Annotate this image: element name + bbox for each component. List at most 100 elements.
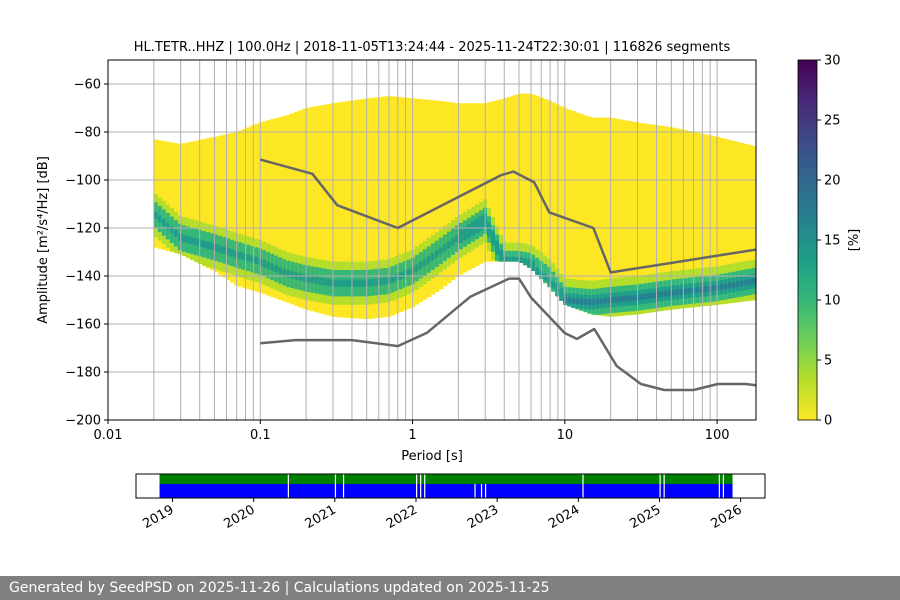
pdf-envelope-cell xyxy=(270,119,275,298)
pdf-envelope-cell xyxy=(210,137,215,271)
pdf-heatmap xyxy=(153,93,756,320)
pdf-mode-band-cell xyxy=(422,258,428,267)
pdf-envelope-cell xyxy=(218,135,223,275)
pdf-mode-band-cell xyxy=(523,258,528,266)
pdf-mode-band-cell xyxy=(503,256,508,262)
pdf-mode-peak-cell xyxy=(591,299,596,306)
pdf-mode-band-cell xyxy=(246,254,251,262)
pdf-envelope-cell xyxy=(274,118,279,299)
y-tick-label: −80 xyxy=(74,126,101,141)
pdf-mode-band-cell xyxy=(302,274,307,282)
pdf-mode-peak-cell xyxy=(583,298,588,305)
pdf-envelope-cell xyxy=(226,133,231,281)
pdf-mode-band-cell xyxy=(286,270,291,278)
pdf-mode-band-cell xyxy=(306,275,311,283)
pdf-envelope-cell xyxy=(278,117,283,300)
colorbar-tick-label: 10 xyxy=(824,294,841,309)
pdf-mode-band-cell xyxy=(507,256,512,262)
pdf-mode-band-cell xyxy=(527,258,532,268)
pdf-mode-band-cell xyxy=(450,238,456,246)
availability-gap xyxy=(342,474,345,484)
availability-gap xyxy=(663,484,665,498)
pdf-mode-band-cell xyxy=(270,263,275,271)
pdf-envelope-cell xyxy=(282,115,287,302)
pdf-envelope-cell xyxy=(579,113,584,311)
x-tick-label: 1 xyxy=(408,428,416,443)
data-availability-timeline: 2019 2020 2021 2022 2023 2024 2025 2026 xyxy=(135,473,766,532)
colorbar-axis: 0 5 10 15 20 25 30 xyxy=(817,54,841,429)
pdf-envelope-cell xyxy=(751,145,756,301)
noise-model-nhnm xyxy=(259,158,756,274)
pdf-envelope-cell xyxy=(575,112,580,310)
pdf-envelope-cell xyxy=(338,102,344,318)
pdf-mode-band-cell xyxy=(198,239,203,247)
pdf-envelope-cell xyxy=(418,99,424,303)
pdf-mode-band-cell xyxy=(370,278,376,287)
pdf-envelope-cell xyxy=(298,110,303,308)
timeline-tick-label: 2025 xyxy=(627,502,663,532)
pdf-mode-band-cell xyxy=(161,218,167,227)
x-tick-label: 0.1 xyxy=(250,428,271,443)
pdf-mode-peak-cell xyxy=(711,285,717,292)
pdf-mode-peak-cell xyxy=(579,298,584,305)
availability-gap xyxy=(718,474,720,484)
pdf-mode-band-cell xyxy=(262,259,267,267)
availability-gap xyxy=(424,484,426,498)
pdf-envelope-cell xyxy=(318,105,323,314)
pdf-mode-band-cell xyxy=(430,253,436,261)
noise-models xyxy=(259,158,756,392)
pdf-envelope-cell xyxy=(479,103,484,264)
y-tick-label: −120 xyxy=(65,222,101,237)
availability-bar-bottom xyxy=(159,484,733,498)
availability-gap xyxy=(722,484,724,498)
pdf-envelope-cell xyxy=(370,97,376,319)
pdf-envelope-cell xyxy=(731,140,737,303)
pdf-envelope-cell xyxy=(719,137,725,305)
pdf-mode-band-cell xyxy=(394,274,400,282)
pdf-envelope-cell xyxy=(406,98,412,309)
pdf-envelope-cell xyxy=(683,130,689,309)
pdf-mode-peak-cell xyxy=(627,295,633,302)
availability-gap xyxy=(474,484,476,498)
timeline-tick-label: 2019 xyxy=(140,502,176,532)
timeline-tick-label: 2020 xyxy=(222,502,258,532)
pdf-mode-peak-cell xyxy=(655,291,661,298)
pdf-envelope-cell xyxy=(394,96,400,314)
pdf-mode-peak-cell xyxy=(587,299,592,306)
pdf-envelope-cell xyxy=(198,139,203,265)
pdf-mode-band-cell xyxy=(491,231,496,246)
pdf-envelope-cell xyxy=(438,100,444,290)
pdf-envelope-cell xyxy=(663,126,669,311)
pdf-envelope-cell xyxy=(246,127,251,290)
pdf-envelope-cell xyxy=(222,134,227,278)
pdf-mode-band-cell xyxy=(487,222,492,237)
pdf-mode-band-cell xyxy=(531,260,536,271)
timeline-tick-label: 2021 xyxy=(303,502,339,532)
pdf-envelope-cell xyxy=(402,97,408,311)
pdf-mode-band-cell xyxy=(366,279,372,287)
pdf-envelope-cell xyxy=(595,117,600,316)
pdf-mode-peak-cell xyxy=(611,296,616,303)
availability-gap xyxy=(663,474,665,484)
colorbar-tick-label: 30 xyxy=(824,54,841,69)
pdf-envelope-cell xyxy=(181,143,187,257)
pdf-envelope-cell xyxy=(254,124,259,292)
pdf-envelope-cell xyxy=(466,103,472,271)
availability-gap xyxy=(416,474,418,484)
pdf-mode-band-cell xyxy=(282,268,287,276)
pdf-mode-band-cell xyxy=(157,215,163,223)
pdf-envelope-cell xyxy=(603,117,608,317)
pdf-mode-band-cell xyxy=(474,218,480,234)
pdf-envelope-cell xyxy=(153,139,159,248)
pdf-mode-peak-cell xyxy=(667,290,673,296)
pdf-mode-peak-cell xyxy=(663,290,669,297)
pdf-envelope-cell xyxy=(659,125,665,311)
pdf-mode-band-cell xyxy=(511,250,516,262)
pdf-mode-band-cell xyxy=(230,249,235,257)
pdf-envelope-cell xyxy=(242,128,247,288)
pdf-envelope-cell xyxy=(294,111,299,306)
pdf-envelope-cell xyxy=(382,96,388,318)
pdf-envelope-cell xyxy=(202,139,207,267)
pdf-mode-band-cell xyxy=(511,256,516,262)
availability-gap xyxy=(416,484,418,498)
